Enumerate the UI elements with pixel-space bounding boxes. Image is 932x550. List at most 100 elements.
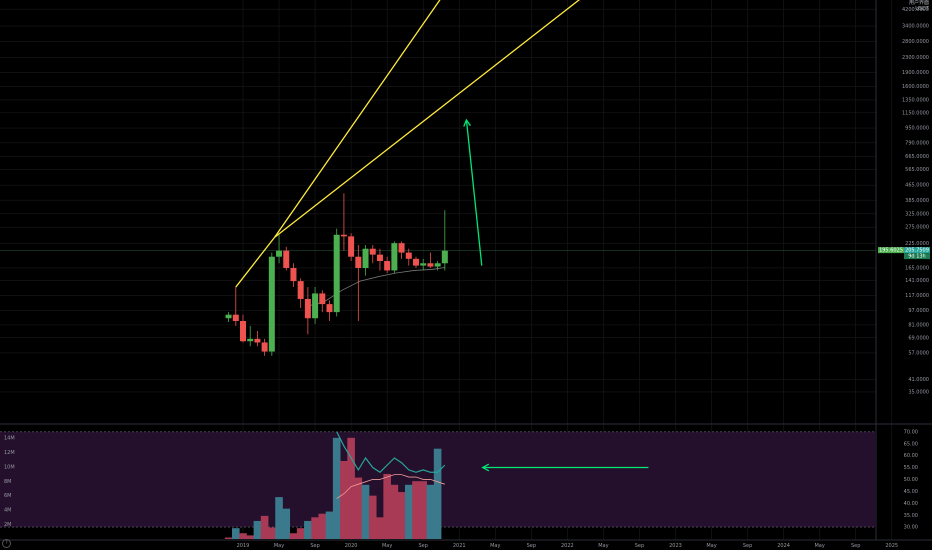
volume-bar [433, 448, 442, 539]
time-tick-label: 2023 [669, 543, 682, 549]
candle-down [326, 304, 333, 313]
volume-bar [397, 492, 406, 539]
candle-down [283, 250, 290, 268]
close-price-badge-bg [904, 247, 930, 254]
candle-down [384, 261, 391, 271]
volume-bar [376, 517, 384, 539]
time-tick-label: May [598, 543, 608, 549]
volume-bar [368, 495, 377, 539]
trendline-2 [274, 0, 441, 238]
unit-label-line1: 用户界面 [908, 0, 929, 6]
time-tick-label: May [490, 543, 500, 549]
candle-up [247, 338, 254, 342]
volume-bar [383, 473, 391, 539]
volume-bar [224, 537, 233, 539]
candle-up [333, 234, 340, 313]
candle-down [412, 258, 419, 266]
rsi-tick-label: 40.00 [904, 501, 918, 507]
time-tick-label: 2020 [345, 543, 358, 549]
price-tick-label: 1600.0000 [902, 84, 929, 90]
volume-bar [253, 520, 262, 539]
rsi-ma-line [336, 474, 445, 499]
price-axis-header: 用户界面 USDT [909, 0, 929, 12]
volume-tick-label: 14M [4, 435, 15, 441]
price-tick-label: 69.0000 [908, 335, 929, 341]
annotation-arrow-price [465, 119, 483, 266]
candle-down [232, 314, 239, 322]
price-tick-label: 35.0000 [908, 390, 929, 396]
volume-bar [289, 533, 298, 539]
rsi-tick-label: 35.00 [904, 513, 918, 519]
rsi-line [336, 431, 446, 474]
price-tick-label: 790.0000 [905, 140, 929, 146]
rsi-tick-label: 70.00 [904, 429, 918, 435]
volume-tick-label: 12M [4, 450, 15, 456]
time-tick-label: May [814, 543, 824, 549]
volume-bar [268, 527, 276, 539]
time-tick-label: 2019 [237, 543, 250, 549]
volume-tick-label: 8M [4, 479, 12, 485]
price-tick-label: 2800.0000 [902, 39, 929, 45]
volume-bar [296, 528, 305, 539]
time-tick-label: May [274, 543, 284, 549]
rsi-tick-label: 60.00 [904, 453, 918, 459]
volume-bar [354, 477, 363, 539]
volume-bar [390, 484, 399, 539]
volume-bar [231, 528, 240, 539]
candle-up [362, 248, 369, 268]
volume-bar [325, 511, 334, 539]
last-price-badge-bg [878, 247, 904, 254]
price-tick-label: 3400.0000 [902, 24, 929, 30]
price-tick-label: 117.0000 [905, 293, 929, 299]
price-tick-label: 665.0000 [905, 154, 929, 160]
countdown-badge: 9d 13h [908, 254, 925, 260]
rsi-tick-label: 45.00 [904, 489, 918, 495]
rsi-tick-label: 65.00 [904, 441, 918, 447]
rsi-tick-label: 50.00 [904, 477, 918, 483]
volume-bar [275, 497, 283, 539]
price-tick-label: 385.0000 [905, 198, 929, 204]
settings-icon[interactable]: ? [2, 539, 11, 548]
price-tick-label: 325.0000 [905, 211, 929, 217]
volume-bar [404, 484, 413, 539]
time-tick-label: Sep [418, 543, 427, 549]
candle-down [319, 293, 326, 305]
trendline-1 [235, 236, 276, 288]
time-tick-label: Sep [527, 543, 536, 549]
time-tick-label: 2021 [453, 543, 466, 549]
price-ma-line [305, 267, 445, 307]
volume-bar [246, 535, 255, 539]
candle-down [355, 256, 362, 268]
candle-down [254, 338, 261, 343]
volume-tick-label: 6M [4, 493, 12, 499]
volume-bar [304, 520, 312, 539]
candle-up [441, 250, 448, 264]
candle-down [261, 342, 268, 352]
time-tick-label: Sep [851, 543, 860, 549]
candle-down [290, 267, 297, 282]
close-price-badge: 205.7509 [905, 248, 929, 254]
candle-up [391, 243, 398, 271]
candle-down [427, 263, 434, 267]
candle-down [398, 243, 405, 253]
volume-bar [419, 481, 427, 539]
candle-down [240, 321, 246, 342]
rsi-tick-label: 30.00 [904, 525, 918, 531]
time-tick-label: 2022 [561, 543, 574, 549]
volume-bar [340, 460, 348, 539]
trendline-3 [274, 0, 580, 238]
price-tick-label: 1350.0000 [902, 98, 929, 104]
volume-bar [361, 484, 370, 539]
candle-down [348, 236, 355, 257]
time-tick-label: Sep [310, 543, 319, 549]
rsi-tick-label: 55.00 [904, 465, 918, 471]
price-tick-label: 41.0000 [908, 377, 929, 383]
price-tick-label: 225.0000 [905, 241, 929, 247]
annotation-arrow-price-head [463, 118, 471, 127]
volume-bar [332, 437, 341, 539]
price-tick-label: 1150.0000 [902, 110, 929, 116]
time-tick-label: Sep [743, 543, 752, 549]
candle-up [434, 263, 441, 267]
annotation-arrow-rsi-head [481, 463, 490, 472]
